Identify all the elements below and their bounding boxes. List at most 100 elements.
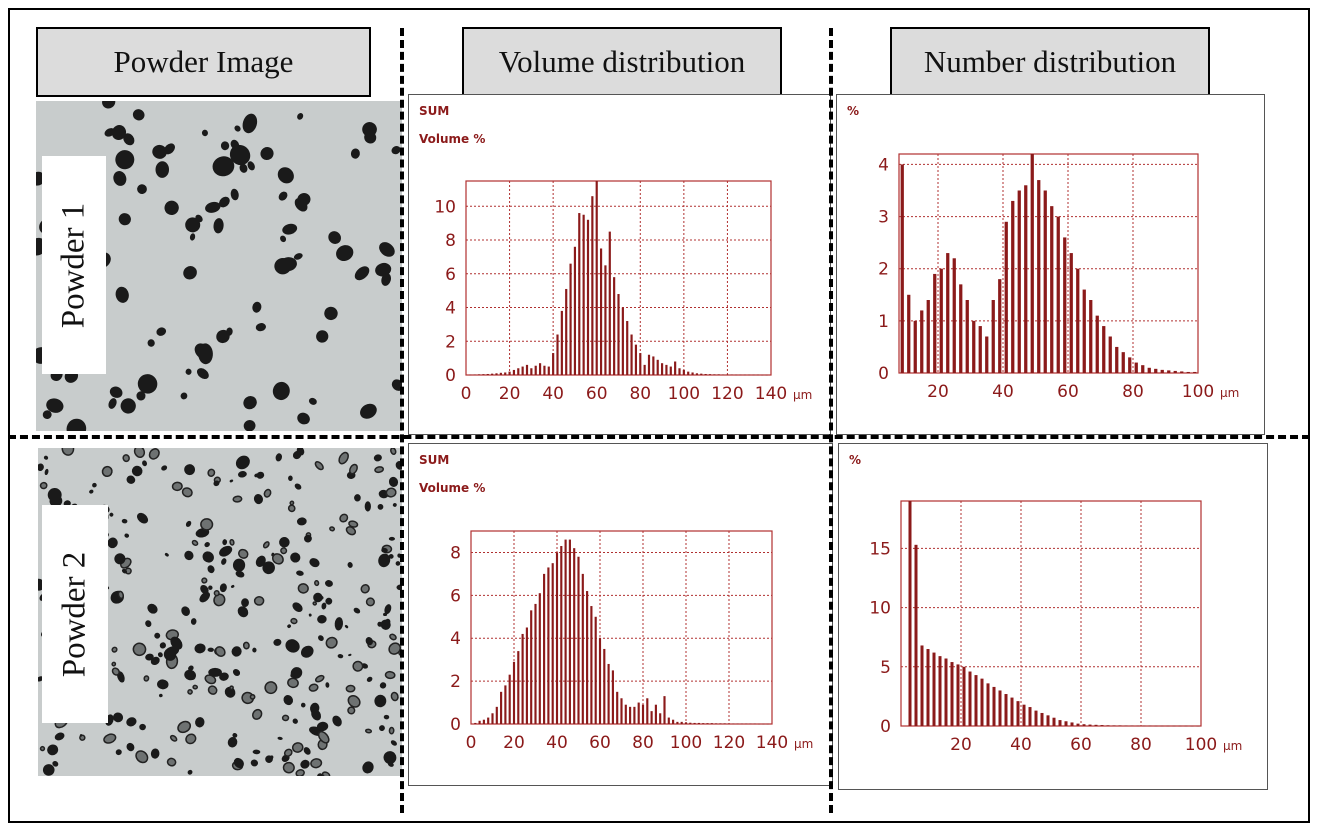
particle <box>220 141 230 151</box>
particle <box>316 721 329 732</box>
particle <box>348 653 352 657</box>
particle <box>230 584 235 588</box>
particle <box>121 518 128 524</box>
particle <box>189 233 196 241</box>
particle <box>232 668 241 676</box>
bar <box>913 320 917 373</box>
particle <box>36 171 45 186</box>
particle <box>360 403 377 419</box>
particle <box>219 672 229 681</box>
x-unit-label: µm <box>1220 386 1239 400</box>
particle <box>185 733 197 745</box>
particle <box>145 620 152 628</box>
particle <box>47 488 62 502</box>
bar <box>534 603 537 724</box>
bar <box>1128 357 1132 373</box>
particle <box>280 547 288 555</box>
bar <box>1094 724 1098 726</box>
x-tick-label: 20 <box>503 733 525 753</box>
bar <box>482 374 485 375</box>
particle <box>292 718 298 724</box>
bar <box>543 573 546 724</box>
bar <box>735 374 738 376</box>
bar <box>643 364 646 375</box>
particle <box>135 750 149 764</box>
bar <box>920 645 924 726</box>
particle <box>296 517 307 526</box>
particle <box>300 645 314 658</box>
particle <box>296 570 304 576</box>
particle <box>118 213 131 226</box>
bar <box>598 638 602 724</box>
particle <box>362 761 374 774</box>
bar <box>1040 712 1044 726</box>
particle <box>121 568 128 574</box>
powder-1-label: Powder 1 <box>42 156 106 374</box>
bar <box>473 374 476 375</box>
particle <box>42 410 52 419</box>
particle <box>308 683 319 692</box>
particle <box>101 465 113 478</box>
chart-title-line: % <box>849 453 861 467</box>
bar <box>500 691 503 724</box>
x-tick-label: 80 <box>632 733 654 753</box>
particle <box>111 125 127 141</box>
particle <box>164 552 169 557</box>
x-tick-label: 60 <box>589 733 611 753</box>
particle <box>43 455 49 460</box>
bar <box>560 546 563 724</box>
bar <box>991 300 995 373</box>
particle <box>349 463 358 475</box>
bar <box>978 326 982 373</box>
bar <box>1004 694 1008 726</box>
bar <box>1024 185 1028 373</box>
particle <box>325 636 338 649</box>
bar <box>530 368 533 375</box>
bar <box>933 273 937 373</box>
particle <box>89 489 94 494</box>
particle <box>157 652 163 658</box>
bar <box>607 663 610 724</box>
bar <box>678 368 681 375</box>
particle <box>297 113 304 120</box>
particle <box>184 550 194 561</box>
particle <box>131 465 143 477</box>
particle <box>360 584 370 594</box>
particle <box>317 730 330 744</box>
particle <box>275 453 283 462</box>
particle <box>238 548 249 559</box>
particle <box>374 694 387 708</box>
particle <box>109 512 114 517</box>
plot-area <box>898 153 1199 374</box>
particle <box>235 570 245 578</box>
particle <box>187 689 193 695</box>
particle <box>242 113 258 134</box>
particle <box>377 503 384 510</box>
bar <box>1082 289 1086 373</box>
particle <box>300 702 306 708</box>
separator-vertical-left <box>400 28 404 813</box>
bar <box>1180 371 1184 373</box>
particle <box>154 632 161 639</box>
particle <box>147 603 158 614</box>
bar <box>1046 715 1050 726</box>
bar <box>950 662 954 726</box>
bar <box>691 372 694 375</box>
particle <box>190 618 197 625</box>
bar <box>1134 362 1138 373</box>
particle <box>213 218 224 234</box>
bar <box>1011 200 1015 373</box>
particle <box>120 398 136 414</box>
bar <box>586 219 590 375</box>
particle <box>194 643 206 654</box>
particle <box>350 148 360 159</box>
bar <box>765 374 768 376</box>
bar <box>1196 725 1200 727</box>
bar <box>766 723 769 725</box>
y-tick-label: 5 <box>880 658 891 678</box>
bar <box>482 719 485 724</box>
particle <box>294 483 302 490</box>
bar <box>508 674 511 724</box>
particle <box>303 747 311 755</box>
bar <box>637 702 640 724</box>
